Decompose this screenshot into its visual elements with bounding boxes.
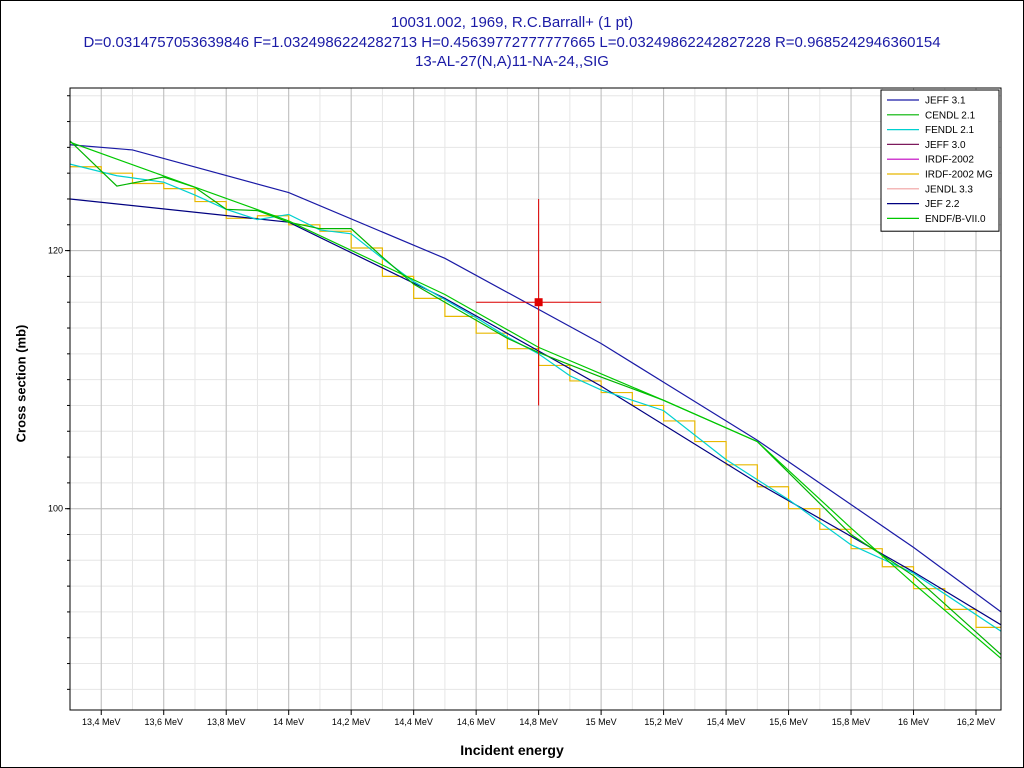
legend-entry: IRDF-2002 MG — [925, 170, 993, 181]
y-tick-label: 100 — [48, 504, 63, 514]
plot-axes-frame — [69, 87, 1002, 711]
x-tick-label: 14,2 MeV — [332, 717, 371, 727]
x-tick-label: 13,8 MeV — [207, 717, 246, 727]
series-line-fendl-2-1 — [70, 163, 1001, 632]
x-tick-label: 13,4 MeV — [82, 717, 121, 727]
x-tick-label: 14 MeV — [273, 717, 304, 727]
legend-entry: CENDL 2.1 — [925, 110, 976, 121]
chart-title-line2: D=0.0314757053639846 F=1.032498622428271… — [83, 34, 941, 51]
plot-background — [70, 88, 1001, 710]
legend-entry: JEFF 3.0 — [925, 140, 966, 151]
x-axis-label: Incident energy — [460, 742, 564, 758]
legend-entry: IRDF-2002 — [925, 155, 974, 166]
data-point-marker — [534, 298, 543, 307]
x-tick-label: 15,6 MeV — [769, 717, 808, 727]
x-tick-label: 15,4 MeV — [707, 717, 746, 727]
legend-box — [880, 89, 1000, 232]
x-tick-label: 16,2 MeV — [957, 717, 996, 727]
legend-entry: JEFF 3.1 — [925, 96, 966, 107]
x-tick-label: 15,2 MeV — [644, 717, 683, 727]
legend-entry: FENDL 2.1 — [925, 125, 975, 136]
x-tick-label: 13,6 MeV — [144, 717, 183, 727]
x-tick-label: 15,8 MeV — [832, 717, 871, 727]
chart-title-line1: 10031.002, 1969, R.C.Barrall+ (1 pt) — [390, 14, 634, 31]
y-tick-label: 120 — [48, 246, 63, 256]
chart-title-line3: 13-AL-27(N,A)11-NA-24,,SIG — [415, 53, 609, 70]
series-line-endf-b-vii-0 — [70, 141, 1001, 659]
x-tick-label: 14,6 MeV — [457, 717, 496, 727]
legend-entry: ENDF/B-VII.0 — [925, 214, 986, 225]
x-tick-label: 14,4 MeV — [394, 717, 433, 727]
x-tick-label: 15 MeV — [586, 717, 617, 727]
series-line-jeff-3-1 — [70, 144, 1001, 613]
x-tick-label: 16 MeV — [898, 717, 929, 727]
legend-entry: JENDL 3.3 — [925, 184, 973, 195]
legend-entry: JEF 2.2 — [925, 199, 960, 210]
x-tick-label: 14,8 MeV — [519, 717, 558, 727]
